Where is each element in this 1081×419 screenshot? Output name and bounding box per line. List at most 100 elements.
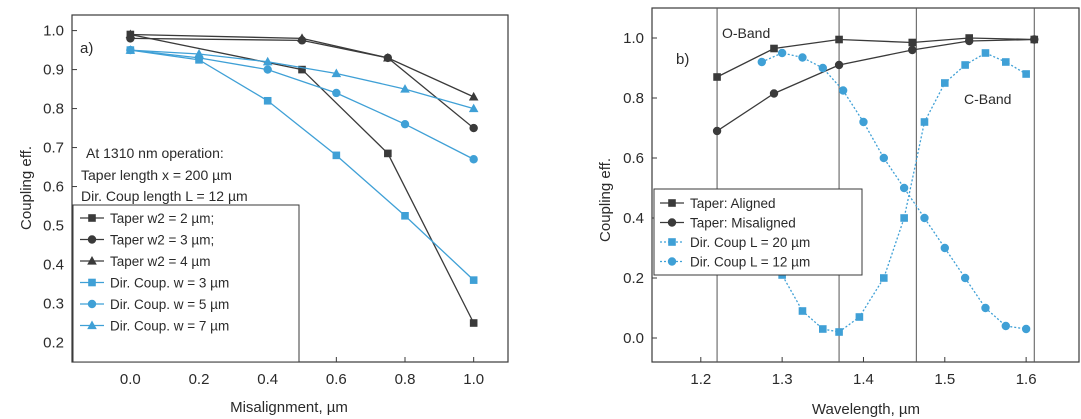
series-group-a: [125, 29, 479, 327]
legend-item-a-0: Taper w2 = 2 µm;: [80, 211, 214, 226]
series-line-a-5: [130, 49, 474, 110]
legend-swatch-marker: [667, 257, 677, 266]
data-point-b-3: [777, 48, 787, 58]
data-point-b-2: [819, 325, 827, 333]
x-axis-label-a: Misalignment, µm: [230, 399, 348, 416]
series-b-3: [757, 48, 1031, 334]
data-point-b-3: [798, 53, 807, 62]
data-point-a-5: [262, 56, 273, 66]
y-tick-label-a: 0.2: [43, 335, 64, 352]
legend-item-a-2: Taper w2 = 4 µm: [80, 254, 210, 269]
data-point-a-3: [401, 211, 409, 220]
data-point-a-4: [469, 155, 478, 164]
data-point-b-2: [981, 49, 990, 57]
data-point-b-1: [908, 45, 917, 55]
x-tick-label-b: 1.6: [1016, 371, 1037, 388]
panel-label-b: b): [676, 51, 689, 68]
series-a-1: [126, 34, 478, 133]
x-tick-label-b: 1.4: [853, 371, 874, 388]
data-point-b-1: [769, 89, 779, 98]
y-tick-label-b: 0.6: [623, 150, 644, 167]
legend-label: Taper: Aligned: [690, 196, 776, 211]
y-tick-label-b: 0.8: [623, 90, 644, 107]
legend-item-a-4: Dir. Coup. w = 5 µm: [80, 297, 229, 312]
x-tick-label-a: 0.0: [120, 371, 141, 388]
legend-item-a-1: Taper w2 = 3 µm;: [80, 233, 214, 248]
series-a-5: [125, 45, 479, 113]
data-point-a-5: [468, 103, 479, 113]
band-lines-b: [716, 8, 1035, 362]
data-point-a-2: [383, 52, 393, 62]
c-band-label: C-Band: [964, 91, 1011, 107]
o-band-label: O-Band: [722, 25, 770, 41]
x-tick-label-b: 1.2: [690, 371, 711, 388]
data-point-a-2: [125, 29, 136, 39]
data-point-b-2: [880, 274, 888, 282]
panel-label-a: a): [80, 40, 93, 57]
data-point-b-0: [908, 38, 917, 47]
chart-panel-b: 1.2 1.3 1.4 1.5 1.6 0.0 0.2 0.4 0.6 0.8 1.0 Wavele…: [597, 7, 1080, 418]
legend-swatch-marker: [88, 214, 96, 222]
series-b-1: [712, 35, 1039, 136]
data-point-b-3: [920, 213, 929, 223]
chart-panel-a: 0.0 0.2 0.4 0.6 0.8 1.0 0.2 0.3 0.4 0.5 0.6 0.7 0.8 0…: [18, 14, 509, 416]
data-point-a-3: [332, 151, 341, 160]
series-a-2: [125, 29, 479, 101]
data-point-b-2: [900, 214, 908, 222]
x-tick-label-a: 0.6: [326, 371, 347, 388]
y-tick-label-a: 0.8: [43, 101, 64, 118]
plot-frame-b: [651, 7, 1080, 363]
data-point-a-0: [469, 319, 478, 327]
annotation-a-1: Taper length x = 200 µm: [81, 167, 232, 183]
legend-swatch-marker: [87, 256, 97, 265]
x-tick-label-a: 1.0: [463, 371, 484, 388]
data-point-b-2: [941, 79, 949, 87]
x-tick-label-a: 0.4: [257, 371, 278, 388]
legend-label: Dir. Coup L = 12 µm: [690, 255, 810, 270]
series-line-a-0: [130, 33, 475, 324]
data-point-b-3: [838, 86, 848, 95]
data-point-b-3: [879, 153, 888, 163]
legend-swatch-marker: [668, 199, 676, 207]
y-tick-label-b: 1.0: [623, 30, 644, 47]
y-tick-label-a: 0.7: [43, 140, 64, 157]
data-point-b-3: [1021, 324, 1031, 334]
legend-item-a-5: Dir. Coup. w = 7 µm: [80, 319, 229, 334]
series-line-b-0: [716, 37, 1035, 78]
legend-item-b-0: Taper: Aligned: [660, 196, 776, 211]
legend-label: Taper: Misaligned: [690, 216, 796, 231]
y-axis-label-a: Coupling eff.: [18, 146, 35, 230]
annotation-a-2: Dir. Coup length L = 12 µm: [81, 188, 248, 204]
legend-swatch-marker: [87, 299, 97, 309]
data-point-a-5: [194, 48, 204, 58]
data-point-b-2: [961, 61, 969, 69]
data-point-a-4: [263, 65, 272, 74]
y-tick-label-b: 0.4: [623, 210, 644, 227]
data-point-b-2: [855, 313, 864, 321]
y-tick-label-b: 0.2: [623, 270, 644, 287]
data-point-a-3: [469, 276, 478, 284]
legend-swatch-marker: [88, 278, 96, 287]
y-tick-label-a: 1.0: [43, 23, 64, 40]
legend-b: Taper: Aligned Taper: Misaligned Dir. Coup…: [653, 188, 863, 276]
x-axis-label-b: Wavelength, µm: [812, 401, 920, 418]
data-point-a-3: [263, 96, 272, 105]
data-point-a-4: [400, 119, 410, 129]
data-point-a-2: [297, 33, 307, 42]
legend-label: Dir. Coup L = 20 µm: [690, 235, 810, 250]
legend-a: Taper w2 = 2 µm; Taper w2 = 3 µm; Taper w2…: [72, 204, 300, 363]
legend-swatch-marker: [667, 218, 677, 227]
annotation-a-0: At 1310 nm operation:: [86, 145, 224, 161]
data-point-a-4: [332, 88, 341, 98]
x-tick-label-b: 1.3: [772, 371, 793, 388]
data-point-a-0: [298, 65, 306, 74]
data-point-a-5: [125, 45, 136, 54]
legend-label: Dir. Coup. w = 3 µm: [110, 276, 229, 291]
data-point-b-2: [835, 328, 843, 336]
y-tick-label-a: 0.6: [43, 179, 64, 196]
data-point-b-0: [835, 35, 843, 44]
legend-label: Dir. Coup. w = 7 µm: [110, 319, 229, 334]
legend-swatch-marker: [87, 235, 97, 244]
y-tick-label-a: 0.5: [43, 218, 64, 235]
